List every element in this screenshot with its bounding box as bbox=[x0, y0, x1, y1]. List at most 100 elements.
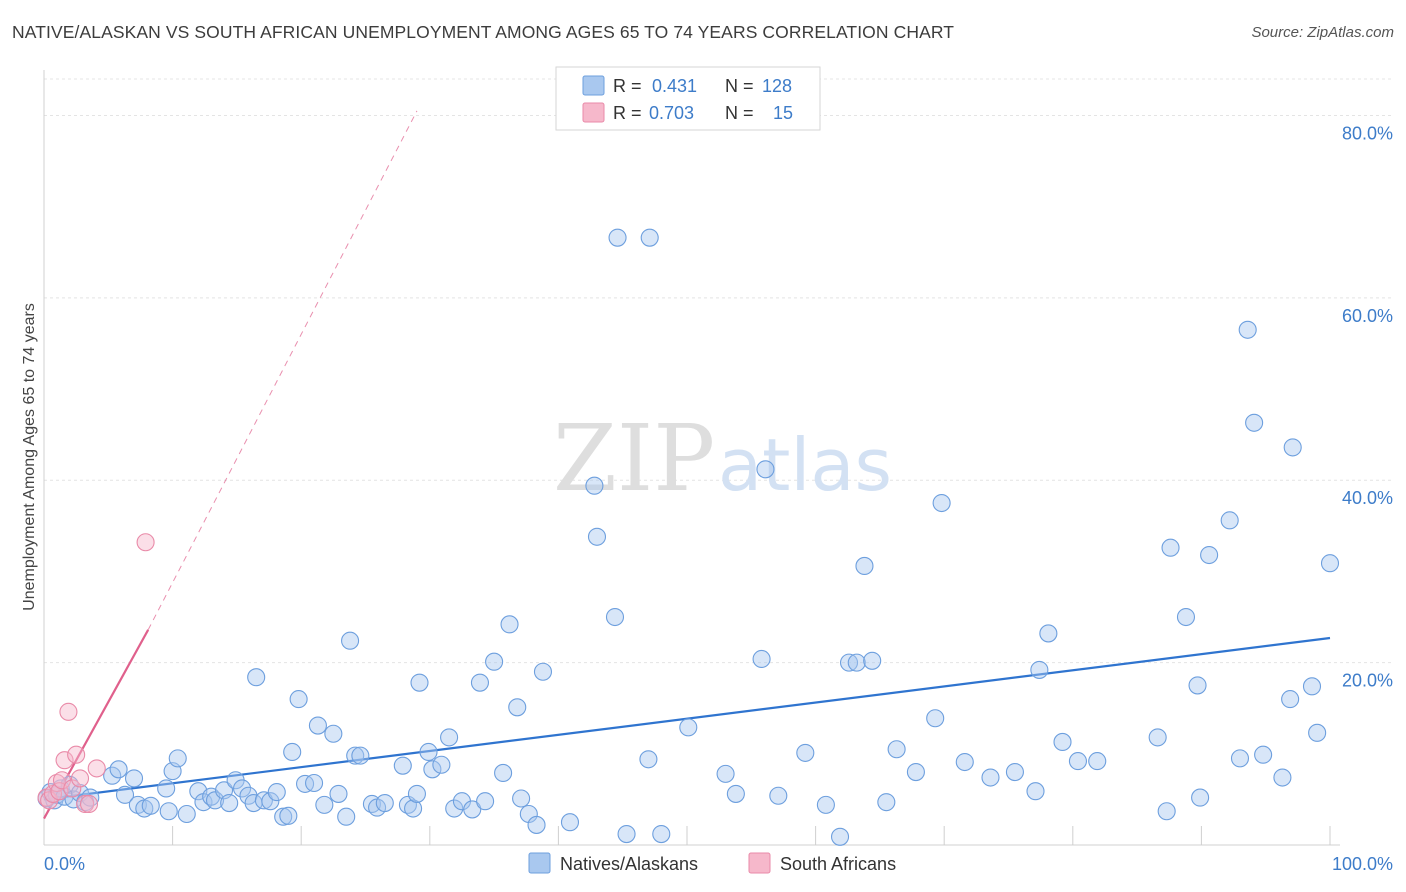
data-point-natives-alaskans bbox=[346, 746, 365, 765]
data-point-natives-alaskans bbox=[159, 802, 178, 821]
data-point-natives-alaskans bbox=[1176, 607, 1196, 627]
data-point-natives-alaskans bbox=[274, 807, 293, 826]
data-point-natives-alaskans bbox=[1200, 545, 1219, 565]
data-point-natives-alaskans bbox=[220, 794, 239, 813]
data-point-natives-alaskans bbox=[1254, 745, 1273, 764]
legend-r-value: 0.431 bbox=[652, 76, 697, 96]
x-tick-label: 100.0% bbox=[1332, 854, 1393, 874]
data-point-south-africans bbox=[79, 794, 99, 814]
chart-title: NATIVE/ALASKAN VS SOUTH AFRICAN UNEMPLOY… bbox=[12, 22, 955, 42]
data-point-natives-alaskans bbox=[279, 806, 298, 825]
zipatlas-watermark: ZIP atlas bbox=[553, 405, 892, 512]
data-point-natives-alaskans bbox=[1281, 690, 1300, 709]
data-point-natives-alaskans bbox=[1026, 782, 1045, 801]
data-points bbox=[37, 228, 1340, 846]
data-point-natives-alaskans bbox=[419, 742, 438, 762]
legend-n-value: 128 bbox=[762, 76, 792, 96]
data-point-natives-alaskans bbox=[289, 690, 308, 709]
data-point-natives-alaskans bbox=[839, 653, 859, 672]
data-point-natives-alaskans bbox=[1030, 660, 1049, 679]
data-point-natives-alaskans bbox=[640, 228, 659, 247]
data-point-natives-alaskans bbox=[341, 631, 360, 650]
data-point-natives-alaskans bbox=[652, 825, 671, 844]
data-point-natives-alaskans bbox=[816, 795, 835, 814]
data-point-natives-alaskans bbox=[254, 791, 273, 810]
data-point-natives-alaskans bbox=[440, 728, 459, 747]
data-point-natives-alaskans bbox=[830, 827, 850, 846]
data-point-natives-alaskans bbox=[752, 649, 771, 669]
data-point-south-africans bbox=[76, 794, 95, 814]
data-point-natives-alaskans bbox=[157, 779, 176, 798]
data-point-natives-alaskans bbox=[1148, 728, 1167, 747]
legend-r-label: R = bbox=[613, 103, 642, 123]
data-point-natives-alaskans bbox=[932, 493, 951, 513]
data-point-natives-alaskans bbox=[103, 766, 122, 785]
data-point-natives-alaskans bbox=[955, 752, 974, 772]
data-point-south-africans bbox=[87, 759, 106, 778]
data-point-natives-alaskans bbox=[351, 746, 370, 765]
watermark-zip: ZIP bbox=[553, 405, 715, 512]
data-point-natives-alaskans bbox=[375, 794, 394, 813]
data-point-natives-alaskans bbox=[1039, 624, 1058, 643]
data-point-natives-alaskans bbox=[1191, 788, 1210, 807]
y-tick-label: 80.0% bbox=[1342, 123, 1393, 143]
data-point-natives-alaskans bbox=[232, 779, 252, 798]
data-point-natives-alaskans bbox=[267, 783, 286, 802]
data-point-natives-alaskans bbox=[847, 653, 866, 672]
data-point-natives-alaskans bbox=[404, 799, 423, 818]
trend-line-extension-south-africans bbox=[147, 110, 418, 631]
data-point-natives-alaskans bbox=[877, 793, 896, 812]
legend-r-label: R = bbox=[613, 76, 642, 96]
data-point-south-africans bbox=[63, 779, 82, 798]
data-point-natives-alaskans bbox=[1302, 677, 1322, 696]
data-point-natives-alaskans bbox=[926, 709, 945, 728]
data-point-natives-alaskans bbox=[305, 773, 324, 793]
series-legend: Natives/Alaskans South Africans bbox=[528, 852, 896, 874]
watermark-atlas: atlas bbox=[718, 423, 892, 507]
data-point-natives-alaskans bbox=[756, 460, 775, 479]
data-point-natives-alaskans bbox=[1238, 320, 1257, 339]
data-point-natives-alaskans bbox=[410, 673, 429, 692]
data-point-natives-alaskans bbox=[508, 698, 527, 717]
data-point-natives-alaskans bbox=[587, 527, 607, 546]
data-point-natives-alaskans bbox=[261, 792, 280, 811]
data-point-natives-alaskans bbox=[315, 795, 334, 814]
data-point-natives-alaskans bbox=[1245, 413, 1264, 432]
data-point-natives-alaskans bbox=[494, 763, 513, 783]
legend-swatch-blue bbox=[582, 75, 605, 96]
data-point-natives-alaskans bbox=[432, 755, 451, 774]
data-point-natives-alaskans bbox=[141, 796, 160, 815]
data-point-natives-alaskans bbox=[362, 794, 381, 814]
data-point-natives-alaskans bbox=[1005, 762, 1024, 782]
data-point-natives-alaskans bbox=[1088, 752, 1107, 771]
data-point-natives-alaskans bbox=[796, 743, 815, 762]
legend-n-label: N = bbox=[725, 103, 754, 123]
data-point-natives-alaskans bbox=[679, 718, 698, 737]
data-point-natives-alaskans bbox=[981, 768, 1000, 787]
data-point-natives-alaskans bbox=[308, 716, 327, 735]
series-label-south-africans: South Africans bbox=[780, 854, 896, 874]
data-point-natives-alaskans bbox=[863, 651, 882, 670]
legend-r-value: 0.703 bbox=[649, 103, 694, 123]
data-point-natives-alaskans bbox=[617, 825, 636, 844]
y-axis-label: Unemployment Among Ages 65 to 74 years bbox=[21, 303, 38, 611]
data-point-south-africans bbox=[136, 533, 155, 552]
tick-labels: 20.0% 40.0% 60.0% 80.0% 0.0% 100.0% bbox=[44, 123, 1393, 874]
y-tick-label: 40.0% bbox=[1342, 488, 1393, 508]
data-point-natives-alaskans bbox=[533, 662, 553, 681]
series-swatch-pink bbox=[748, 852, 771, 874]
data-point-natives-alaskans bbox=[1053, 732, 1072, 752]
data-point-natives-alaskans bbox=[485, 652, 504, 671]
legend-n-value: 15 bbox=[773, 103, 793, 123]
series-label-natives: Natives/Alaskans bbox=[560, 854, 698, 874]
data-point-natives-alaskans bbox=[1308, 723, 1327, 742]
legend-n-label: N = bbox=[725, 76, 754, 96]
data-point-south-africans bbox=[70, 769, 90, 788]
legend-swatch-pink bbox=[582, 102, 605, 123]
data-point-natives-alaskans bbox=[115, 785, 135, 804]
data-point-natives-alaskans bbox=[393, 756, 412, 775]
source-credit: Source: ZipAtlas.com bbox=[1251, 24, 1394, 41]
data-point-natives-alaskans bbox=[407, 784, 426, 803]
data-point-natives-alaskans bbox=[109, 760, 128, 779]
